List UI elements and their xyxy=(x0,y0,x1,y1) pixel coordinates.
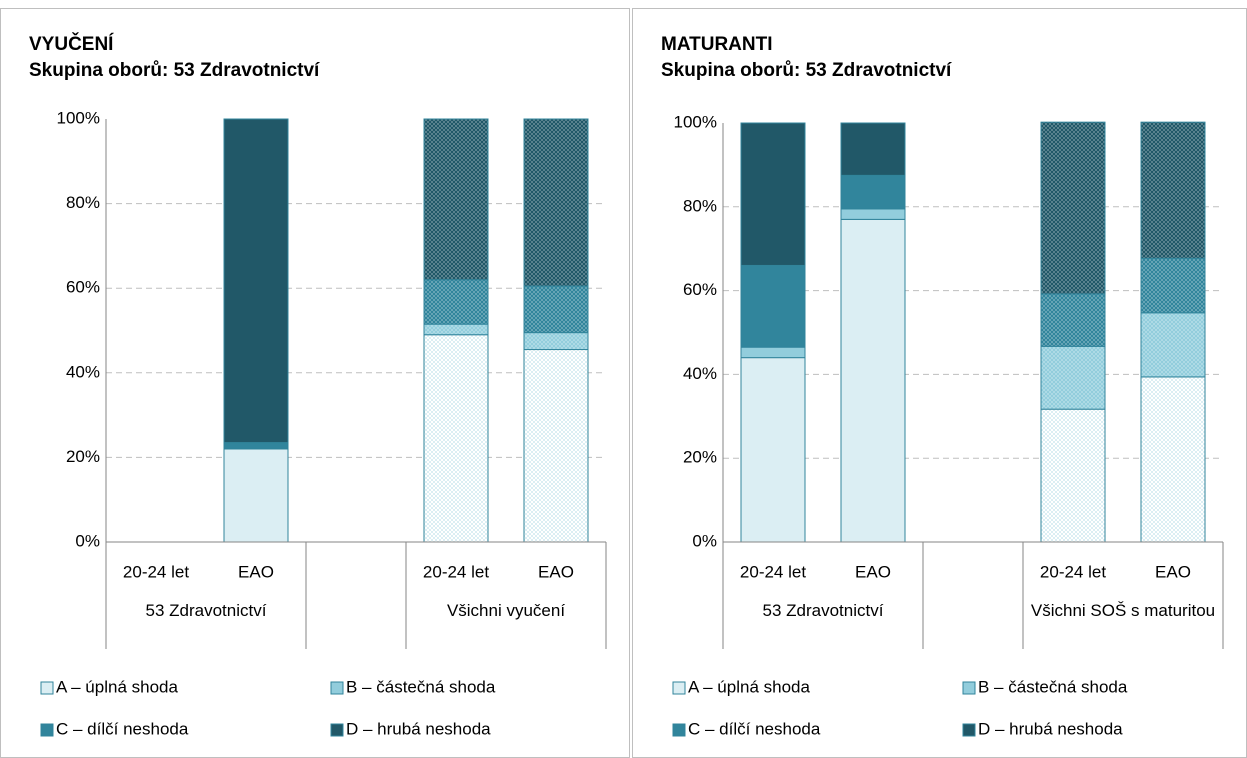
chart-panel: VYUČENÍ Skupina oborů: 53 Zdravotnictví 0%… xyxy=(0,8,630,758)
x-tick-label: 20-24 let xyxy=(740,562,806,581)
x-tick-label: EAO xyxy=(538,562,574,581)
chart: MATURANTI Skupina oborů: 53 Zdravotnictví… xyxy=(661,34,1224,738)
bar-segment xyxy=(840,174,906,210)
group-label: Všichni vyučení xyxy=(446,601,566,620)
x-tick-label: 20-24 let xyxy=(423,562,489,581)
legend-swatch xyxy=(672,681,686,695)
bar-segment xyxy=(523,332,589,351)
x-tick-label: EAO xyxy=(238,562,274,581)
bar-segment xyxy=(1040,408,1106,543)
bar-segment xyxy=(740,122,806,266)
legend-label: A – úplná shoda xyxy=(688,677,810,696)
bar-segment xyxy=(223,118,289,444)
bar-segment xyxy=(1140,376,1206,543)
legend-swatch xyxy=(330,681,344,695)
x-tick-label: EAO xyxy=(1155,562,1191,581)
y-tick-label: 80% xyxy=(66,193,100,212)
bar-segment xyxy=(1140,257,1206,314)
bar-segment xyxy=(740,357,806,543)
legend-swatch xyxy=(672,723,686,737)
bar-segment xyxy=(1040,293,1106,347)
legend-label: D – hrubá neshoda xyxy=(346,719,491,738)
y-tick-label: 20% xyxy=(683,448,717,467)
y-tick-label: 60% xyxy=(66,278,100,297)
bar-segment xyxy=(223,448,289,543)
x-tick-label: 20-24 let xyxy=(123,562,189,581)
bar-segment xyxy=(840,208,906,220)
group-label: Všichni SOŠ s maturitou xyxy=(1030,601,1216,620)
y-tick-label: 100% xyxy=(674,112,717,131)
legend-swatch xyxy=(962,723,976,737)
chart-title: MATURANTI xyxy=(661,34,773,55)
bar-segment xyxy=(1040,345,1106,410)
bar-segment xyxy=(740,264,806,348)
bar-segment xyxy=(523,285,589,334)
bar-segment xyxy=(423,334,489,543)
chart-panel: MATURANTI Skupina oborů: 53 Zdravotnictví… xyxy=(632,8,1247,758)
y-tick-label: 40% xyxy=(683,364,717,383)
bar-segment xyxy=(1140,121,1206,259)
bar-segment xyxy=(423,118,489,281)
bar-segment xyxy=(523,349,589,543)
y-tick-label: 60% xyxy=(683,280,717,299)
bar-segment xyxy=(840,122,906,176)
y-tick-label: 20% xyxy=(66,447,100,466)
group-label: 53 Zdravotnictví xyxy=(145,601,267,620)
chart-title: VYUČENÍ xyxy=(29,33,114,55)
bar-segment xyxy=(1140,312,1206,378)
legend-label: B – částečná shoda xyxy=(978,677,1128,696)
legend-label: D – hrubá neshoda xyxy=(978,719,1123,738)
legend-label: C – dílčí neshoda xyxy=(56,719,189,738)
legend-swatch xyxy=(40,681,54,695)
legend-swatch xyxy=(962,681,976,695)
x-tick-label: EAO xyxy=(855,562,891,581)
y-tick-label: 80% xyxy=(683,196,717,215)
chart-subtitle: Skupina oborů: 53 Zdravotnictví xyxy=(29,60,320,81)
bar-segment xyxy=(1040,121,1106,295)
bar-segment xyxy=(840,218,906,543)
y-tick-label: 100% xyxy=(57,108,100,127)
chart-subtitle: Skupina oborů: 53 Zdravotnictví xyxy=(661,60,952,81)
y-tick-label: 40% xyxy=(66,362,100,381)
legend-swatch xyxy=(330,723,344,737)
legend-label: B – částečná shoda xyxy=(346,677,496,696)
legend-label: C – dílčí neshoda xyxy=(688,719,821,738)
y-tick-label: 0% xyxy=(692,531,717,550)
legend-label: A – úplná shoda xyxy=(56,677,178,696)
x-tick-label: 20-24 let xyxy=(1040,562,1106,581)
chart: VYUČENÍ Skupina oborů: 53 Zdravotnictví 0%… xyxy=(29,33,607,738)
y-tick-label: 0% xyxy=(75,531,100,550)
group-label: 53 Zdravotnictví xyxy=(762,601,884,620)
bar-segment xyxy=(423,279,489,325)
bar-segment xyxy=(523,118,589,287)
bar-segment xyxy=(223,442,289,450)
bar-segment xyxy=(423,323,489,336)
legend-swatch xyxy=(40,723,54,737)
bar-segment xyxy=(740,346,806,359)
